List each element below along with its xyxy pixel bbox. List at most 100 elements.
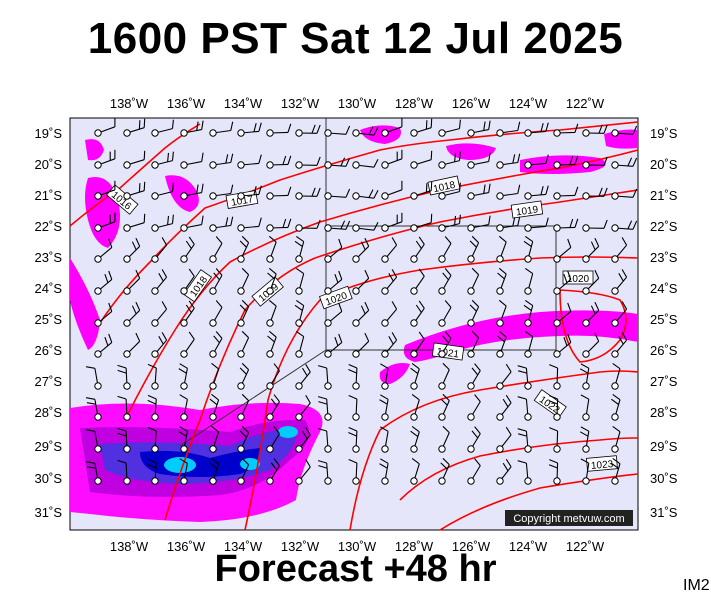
wind-barb (548, 395, 561, 421)
wind-barb (496, 363, 512, 390)
latitude-label: 24˚S (35, 281, 63, 296)
wind-barb (379, 458, 389, 485)
latitude-label: 24˚S (650, 281, 678, 296)
isobar-label: 1020 (567, 274, 590, 285)
latitude-label: 22˚S (35, 219, 63, 234)
wind-barb (410, 150, 433, 169)
wind-barb (467, 235, 480, 263)
wind-barb (295, 330, 305, 358)
wind-barb (151, 301, 168, 327)
wind-barb (209, 153, 234, 169)
longitude-label: 132˚W (281, 96, 320, 111)
isobar (439, 473, 639, 531)
wind-barb (352, 237, 370, 263)
wind-barb (496, 184, 521, 200)
wind-barb (496, 121, 521, 137)
wind-barb (295, 156, 321, 169)
latitude-label: 26˚S (35, 343, 63, 358)
isobar-labels: 1016 1017 1018 1019 1020 1018 1019 1020 (106, 175, 618, 472)
wind-barb (549, 427, 561, 453)
forecast-caption: Forecast +48 hr (214, 548, 497, 590)
latitude-label: 19˚S (650, 126, 678, 141)
wind-barb (209, 457, 220, 485)
wind-barb (237, 425, 250, 453)
wind-barb (410, 362, 420, 390)
wind-barb (467, 458, 481, 485)
wind-barb (294, 235, 305, 263)
wind-barb (496, 216, 521, 232)
latitude-label: 31˚S (650, 505, 678, 520)
wind-barb (180, 215, 204, 232)
wind-barb (123, 213, 146, 232)
wind-barb (352, 301, 370, 327)
longitude-label: 134˚W (224, 539, 263, 554)
wind-barb (324, 333, 343, 358)
wind-barb (553, 270, 572, 295)
latitude-label: 25˚S (650, 312, 678, 327)
wind-barb (324, 188, 351, 200)
wind-barb (517, 365, 532, 390)
wind-barb (295, 427, 311, 453)
isobar-label: 1023 (591, 459, 615, 472)
rain-patch (360, 125, 401, 144)
wind-barb (381, 301, 398, 327)
wind-barb (266, 330, 277, 358)
latitude-label: 31˚S (35, 505, 63, 520)
wind-barb (94, 302, 113, 327)
longitude-label: 132˚W (281, 539, 320, 554)
wind-barb (179, 394, 188, 421)
isobar (124, 149, 639, 421)
wind-barb (151, 269, 168, 295)
longitude-label: 130˚W (338, 96, 377, 111)
latitude-label: 21˚S (650, 188, 678, 203)
wind-barb (348, 394, 360, 421)
wind-barb (123, 269, 141, 295)
wind-barb (151, 332, 168, 358)
wind-barb (237, 235, 250, 263)
wind-barb (524, 154, 549, 169)
wind-barb (582, 237, 600, 263)
wind-barb (523, 299, 534, 327)
wind-barb (438, 457, 450, 485)
wind-barb (123, 181, 146, 200)
wind-barb (381, 212, 403, 232)
longitude-label: 122˚W (566, 96, 605, 111)
wind-barb (611, 425, 621, 453)
wind-barb (438, 182, 461, 200)
wind-barb (180, 300, 195, 327)
longitude-label: 130˚W (338, 539, 377, 554)
wind-barb (352, 126, 379, 137)
wind-barb (410, 393, 420, 421)
wind-barb (438, 362, 450, 390)
wind-barb (237, 457, 250, 485)
wind-barb (348, 426, 360, 453)
wind-barb (410, 457, 420, 485)
wind-barb (123, 237, 141, 263)
longitude-label: 126˚W (452, 96, 491, 111)
isobar-label: 1017 (230, 194, 254, 209)
wind-barb (410, 300, 425, 327)
wind-barb (352, 221, 379, 232)
wind-barb (438, 300, 452, 327)
wind-barb (151, 237, 168, 263)
wind-barb (496, 458, 512, 485)
latitude-label: 25˚S (35, 312, 63, 327)
wind-barb (496, 235, 507, 263)
latitude-label: 23˚S (650, 250, 678, 265)
wind-barb (582, 332, 600, 358)
wind-barb (582, 301, 600, 327)
wind-barb (381, 237, 398, 263)
wind-barb (611, 220, 638, 232)
wind-barb (582, 156, 608, 169)
wind-barb (209, 236, 223, 263)
latitude-label: 29˚S (35, 439, 63, 454)
wind-barb (317, 428, 332, 453)
wind-barb (94, 149, 116, 169)
wind-barb (237, 154, 262, 169)
wind-barb (209, 184, 234, 200)
wind-barb (496, 426, 512, 453)
wind-barb (266, 267, 277, 295)
wind-barb (117, 427, 131, 453)
wind-barb (295, 187, 321, 200)
wind-barb (549, 364, 561, 390)
